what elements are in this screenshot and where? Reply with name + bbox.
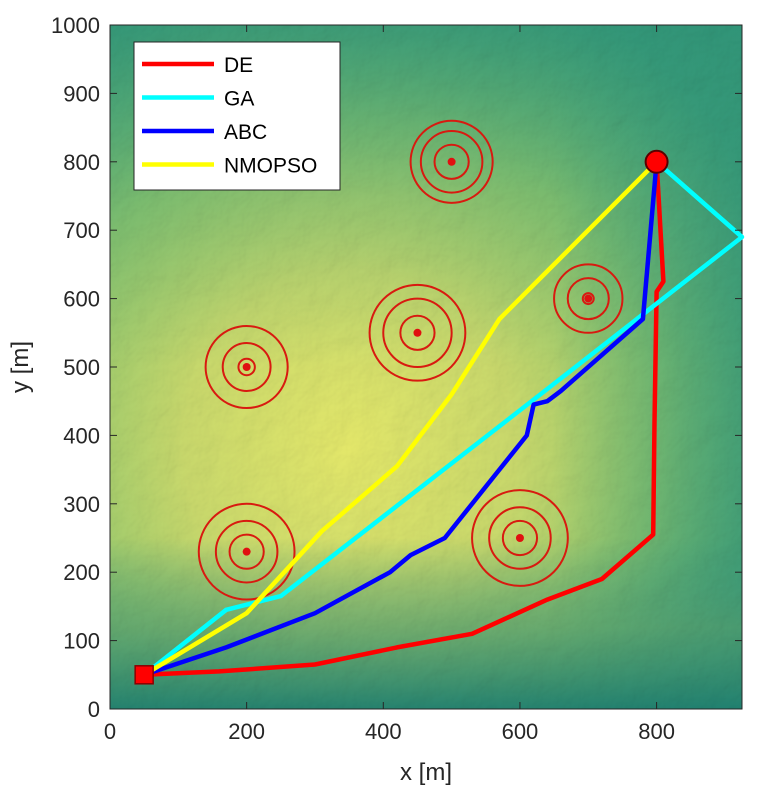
legend-entry-nmopso: NMOPSO xyxy=(142,155,317,178)
terrain-background xyxy=(110,25,742,709)
series-line-ga xyxy=(141,159,745,678)
threat-ring xyxy=(214,519,279,584)
legend-label: NMOPSO xyxy=(224,155,317,178)
threat-zone xyxy=(409,119,494,204)
y-tick-label: 800 xyxy=(63,150,100,175)
series-paths xyxy=(141,159,745,678)
y-tick-label: 200 xyxy=(63,560,100,585)
x-axis-label: x [m] xyxy=(400,759,452,786)
legend-label: DE xyxy=(224,54,253,77)
threat-center xyxy=(447,157,456,166)
threat-ring xyxy=(409,119,494,204)
start-goal-markers xyxy=(134,149,669,685)
threat-zone xyxy=(197,502,296,601)
threat-ring xyxy=(433,143,470,180)
threat-ring xyxy=(399,314,436,351)
axis-labels: x [m] y [m] xyxy=(7,341,452,786)
threat-ring xyxy=(471,489,569,587)
threat-zone xyxy=(471,489,569,587)
legend-entry-de: DE xyxy=(142,54,253,77)
x-tick-label: 400 xyxy=(365,719,402,744)
legend: DE GA ABC NMOPSO xyxy=(133,41,341,191)
threat-center xyxy=(242,547,251,556)
threat-ring xyxy=(228,533,265,570)
legend-entry-abc: ABC xyxy=(142,121,267,144)
series-line-nmopso xyxy=(141,159,659,678)
x-tick-label: 800 xyxy=(638,719,675,744)
threat-center xyxy=(413,328,422,337)
threat-ring xyxy=(237,357,256,377)
threat-ring xyxy=(197,502,296,601)
y-tick-label: 900 xyxy=(63,81,100,106)
threat-ring xyxy=(488,506,552,570)
threat-center xyxy=(515,534,524,542)
legend-label: ABC xyxy=(224,121,267,144)
threat-ring xyxy=(382,297,453,368)
tick-labels: 0 200 400 600 800 0 100 200 300 400 500 600 700 800 90… xyxy=(51,13,742,744)
threat-zone xyxy=(553,263,624,334)
threat-ring xyxy=(501,519,539,557)
threat-center xyxy=(242,363,251,371)
y-tick-label: 600 xyxy=(63,287,100,312)
legend-entry-ga: GA xyxy=(142,88,254,111)
x-tick-label: 0 xyxy=(104,719,116,744)
x-tick-label: 600 xyxy=(502,719,539,744)
y-tick-label: 100 xyxy=(63,629,100,654)
threat-zone xyxy=(204,324,289,410)
goal-marker xyxy=(644,149,669,174)
series-line-de xyxy=(141,159,666,678)
threat-ring xyxy=(553,263,624,334)
threat-ring xyxy=(204,324,289,410)
x-tick-label: 200 xyxy=(228,719,265,744)
threat-ring xyxy=(581,292,595,306)
threat-ring xyxy=(419,130,484,194)
threat-zone xyxy=(368,283,467,382)
start-marker xyxy=(134,665,154,685)
y-tick-label: 500 xyxy=(63,355,100,380)
y-tick-label: 400 xyxy=(63,423,100,448)
y-axis-label: y [m] xyxy=(7,341,34,393)
y-tick-label: 300 xyxy=(63,492,100,517)
y-tick-label: 1000 xyxy=(51,13,100,38)
series-line-abc xyxy=(141,159,659,678)
y-tick-label: 0 xyxy=(88,697,100,722)
legend-label: GA xyxy=(224,88,254,111)
threat-ring xyxy=(221,342,272,392)
y-tick-label: 700 xyxy=(63,218,100,243)
threat-ring xyxy=(368,283,467,382)
threat-zones xyxy=(197,119,624,601)
threat-ring xyxy=(566,277,610,321)
threat-center xyxy=(584,294,593,303)
